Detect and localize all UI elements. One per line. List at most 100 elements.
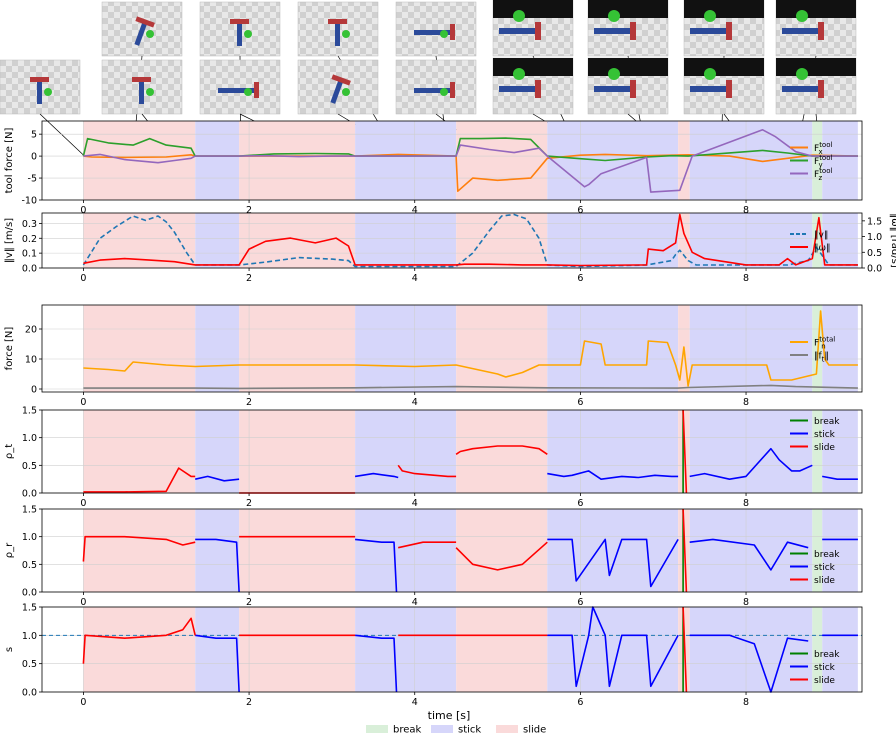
x-tick-label: 8	[743, 397, 749, 408]
ball	[513, 68, 525, 80]
phase-band-slide	[83, 607, 196, 692]
phase-band-slide	[239, 607, 356, 692]
snapshot-tool_upright	[199, 1, 281, 156]
axes-frame	[41, 409, 863, 494]
y-axis-label: tool force [N]	[4, 128, 15, 194]
legend-label: slide	[814, 676, 835, 686]
tool-head	[230, 19, 249, 24]
tool-shaft	[690, 28, 730, 34]
snapshot-sky	[588, 58, 668, 76]
snapshot-sky	[588, 0, 668, 18]
ball	[146, 88, 154, 96]
x-tick-label: 4	[412, 597, 418, 608]
legend: break stick slide	[790, 417, 840, 453]
snapshot-closeup	[775, 0, 857, 156]
x-tick-label: 0	[80, 498, 86, 509]
phase-band-stick	[355, 213, 457, 268]
ball	[704, 10, 716, 22]
snapshot-tool_tilted	[297, 59, 407, 156]
snapshot-floor	[395, 1, 477, 57]
phase-band-break	[812, 305, 823, 392]
panel-2: 0.0 0.1 0.2 0.3 0 2 4 6 8 0.0 0.5 1.0 1.5 ‖ω‖ [rad/s]…	[4, 212, 896, 284]
snapshot-tool_upright	[0, 59, 84, 156]
tool-head	[726, 22, 732, 40]
legend-label: stick	[814, 663, 836, 673]
phase-band-stick	[689, 607, 813, 692]
series-line-v	[82, 213, 858, 268]
y-tick-label: 1.0	[22, 433, 37, 444]
legend-label: slide	[814, 576, 835, 586]
y-tick-label: -5	[28, 174, 37, 185]
y-tick-label: 0.2	[22, 234, 37, 245]
y-tick-label: 0.3	[22, 219, 37, 230]
y-tick-label: -10	[21, 196, 37, 207]
snapshot-sky	[684, 0, 764, 18]
x-tick-label: 2	[246, 697, 252, 708]
y-tick-label: 20	[25, 325, 37, 336]
tool-shaft	[237, 22, 242, 46]
y-tick-label: 1.0	[22, 532, 37, 543]
y-tick-label: 0	[31, 152, 37, 163]
ball	[146, 30, 154, 38]
phase-band-stick	[195, 607, 240, 692]
snapshot-sky	[776, 58, 856, 76]
snapshot-closeup	[683, 57, 765, 156]
tool-head	[818, 22, 824, 40]
snapshot-closeup	[492, 57, 602, 156]
series-line-F_xtool	[83, 153, 858, 192]
ball	[244, 30, 252, 38]
x-tick-label: 2	[246, 597, 252, 608]
series-line-F_ntotal	[83, 310, 858, 387]
ball	[440, 88, 448, 96]
axes-frame	[41, 212, 863, 269]
x-tick-label: 4	[412, 273, 418, 284]
snapshot-closeup	[492, 0, 581, 156]
phase-legend: break stick slide	[366, 725, 546, 734]
tool-shaft	[139, 80, 144, 104]
x-axis-label: time [s]	[428, 709, 471, 722]
tool-head	[450, 24, 455, 40]
x-tick-label: 0	[80, 697, 86, 708]
phase-band-stick	[355, 410, 457, 493]
phase-band-stick	[547, 410, 679, 493]
snapshot-closeup	[683, 0, 765, 156]
snapshot-tool_small	[101, 59, 183, 156]
phase-band-stick	[689, 509, 813, 592]
phase-band-break	[812, 509, 823, 592]
series-line-	[83, 213, 858, 267]
phase-band-slide	[456, 410, 548, 493]
legend: break stick slide	[790, 550, 840, 586]
tool-shaft	[414, 30, 452, 35]
tool-head	[450, 82, 455, 98]
phase-legend-swatch	[431, 725, 453, 733]
phase-band-slide	[83, 410, 196, 493]
y-tick-label-right: 1.5	[867, 216, 882, 227]
ball	[513, 10, 525, 22]
phase-band-slide	[239, 213, 356, 268]
phase-band-stick	[355, 305, 457, 392]
ball	[796, 10, 808, 22]
x-tick-label: 4	[412, 697, 418, 708]
tool-shaft	[335, 22, 340, 46]
phase-band-slide	[239, 410, 356, 493]
phase-band-slide	[678, 509, 690, 592]
phase-band-slide	[678, 607, 690, 692]
ball	[342, 30, 350, 38]
ball	[440, 30, 448, 38]
legend-label: stick	[814, 563, 836, 573]
phase-band-slide	[456, 121, 548, 200]
legend-label: ‖ft‖	[814, 352, 829, 364]
simulation-snapshots	[0, 0, 857, 156]
y-tick-label: 0.0	[22, 688, 37, 699]
phase-legend-label: break	[393, 725, 422, 734]
tool-head	[630, 22, 636, 40]
y-tick-label-right: 0.0	[867, 264, 882, 275]
phase-band-stick	[822, 607, 858, 692]
x-tick-label: 6	[577, 697, 583, 708]
axes-frame	[41, 304, 863, 393]
x-tick-label: 2	[246, 273, 252, 284]
phase-band-stick	[195, 305, 240, 392]
legend: break stick slide	[790, 650, 840, 686]
x-tick-label: 0	[80, 273, 86, 284]
tool-head	[535, 80, 541, 98]
